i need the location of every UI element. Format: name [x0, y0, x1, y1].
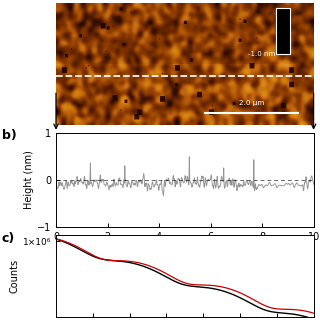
Text: -1.0 nm: -1.0 nm — [248, 51, 275, 57]
Text: b): b) — [2, 130, 16, 142]
Y-axis label: Height (nm): Height (nm) — [24, 150, 34, 209]
Text: c): c) — [2, 232, 15, 244]
Y-axis label: Counts: Counts — [10, 259, 20, 293]
Text: 2.0 μm: 2.0 μm — [239, 100, 264, 106]
Bar — [276, 8, 291, 54]
X-axis label: Horizontal distance (μm): Horizontal distance (μm) — [120, 244, 249, 254]
